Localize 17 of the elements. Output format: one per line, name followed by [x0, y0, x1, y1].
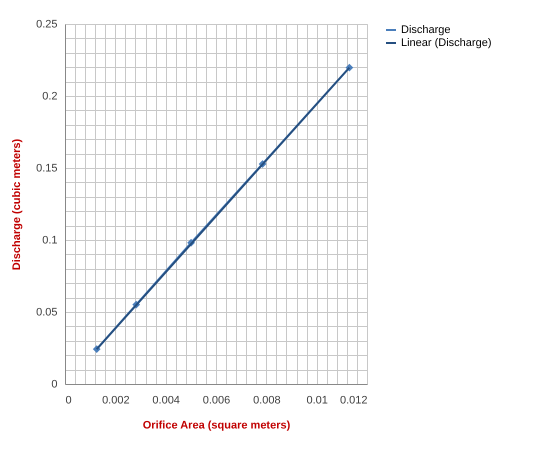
- x-tick-label: 0.008: [253, 394, 281, 406]
- x-tick-label: 0.004: [152, 394, 180, 406]
- x-axis-title: Orifice Area (square meters): [142, 420, 291, 432]
- y-axis-title: Discharge (cubic meters): [11, 138, 24, 270]
- y-tick-label: 0.15: [36, 162, 58, 174]
- x-tick-label: 0: [66, 394, 72, 406]
- x-tick-label: 0.012: [340, 394, 368, 406]
- y-tick-label: 0.2: [42, 90, 58, 102]
- y-tick-label: 0.25: [36, 18, 58, 30]
- legend-label: Linear (Discharge): [401, 37, 492, 49]
- x-tick-label: 0.01: [306, 394, 328, 406]
- legend-label: Discharge: [401, 24, 451, 36]
- y-tick-label: 0.05: [36, 306, 58, 318]
- y-tick-label: 0.1: [42, 234, 58, 246]
- x-tick-label: 0.006: [202, 394, 230, 406]
- y-tick-label: 0: [51, 378, 58, 390]
- x-tick-label: 0.002: [102, 394, 130, 406]
